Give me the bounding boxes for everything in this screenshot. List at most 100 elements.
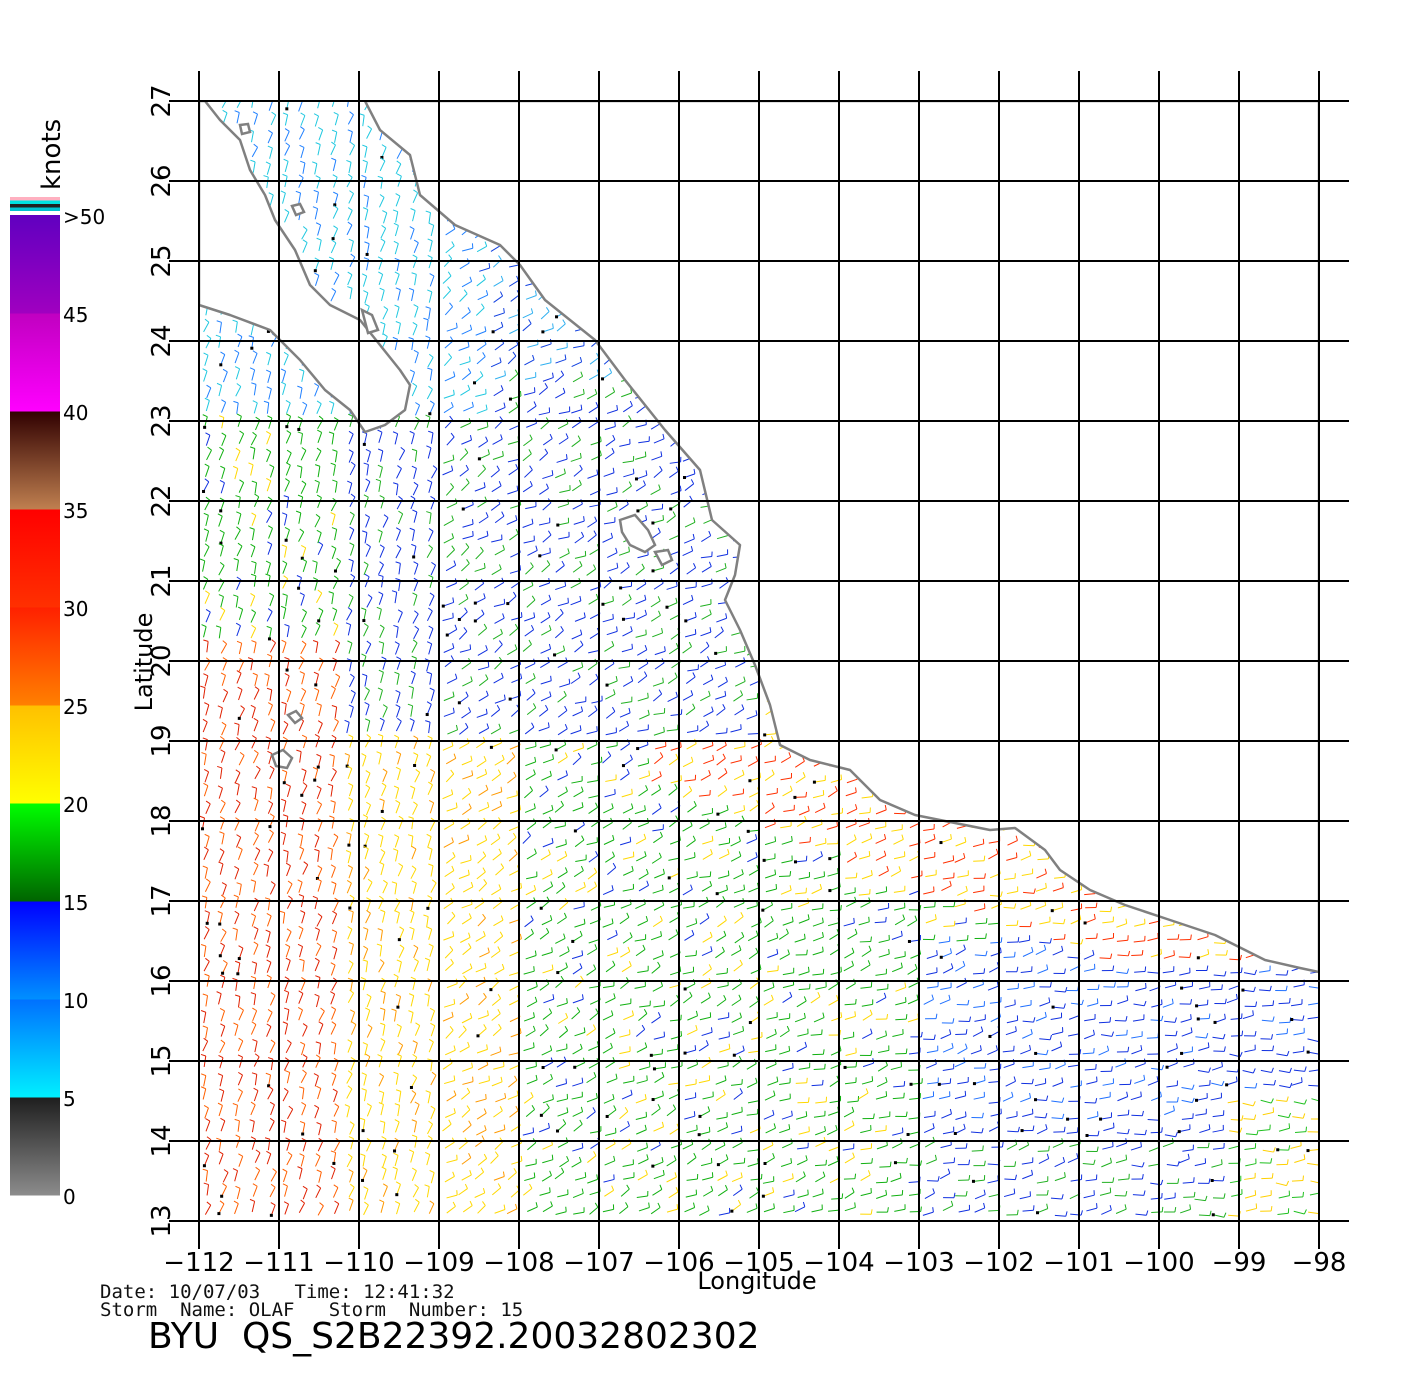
wind-barb-tick <box>453 998 456 1004</box>
wind-barb <box>652 519 664 524</box>
wind-barb-tick <box>202 865 208 869</box>
wind-barb-tick <box>935 1013 938 1019</box>
wind-barb-tick <box>964 1043 968 1049</box>
wind-barb <box>301 912 306 924</box>
wind-barb <box>716 757 726 766</box>
wind-barb <box>459 262 470 270</box>
wind-barb <box>412 324 418 336</box>
wind-barb <box>685 586 697 589</box>
wind-barb <box>254 562 257 574</box>
wind-barb <box>509 328 520 335</box>
wind-barb-tick <box>411 543 417 547</box>
wind-barb-tick <box>500 434 503 440</box>
wind-barb-tick <box>217 513 223 517</box>
wind-barb <box>556 1002 568 1007</box>
wind-barb-tick <box>347 129 353 133</box>
wind-barb-tick <box>350 573 355 578</box>
wind-barb-tick <box>428 943 434 947</box>
wind-barb-tick <box>428 863 434 867</box>
wind-barb <box>557 774 568 781</box>
wind-barb <box>394 836 400 848</box>
wind-barb-tick <box>447 286 452 291</box>
wind-barb <box>205 466 210 477</box>
wind-barb <box>794 938 806 943</box>
wind-barb-tick <box>582 388 585 395</box>
wind-barb <box>203 754 207 766</box>
wind-barb <box>203 321 210 333</box>
wind-barb <box>798 988 810 991</box>
wind-barb <box>795 892 807 895</box>
wind-barb-tick <box>269 464 275 468</box>
wind-barb <box>252 448 256 460</box>
wind-barb-tick <box>722 1089 726 1095</box>
wind-barb <box>412 882 417 894</box>
wind-barb-tick <box>423 914 429 918</box>
wind-barb <box>1181 1031 1193 1037</box>
wind-barb <box>250 324 254 336</box>
wind-barb-tick <box>409 527 415 531</box>
wind-barb-tick <box>366 909 371 914</box>
wind-barb-tick <box>255 847 261 851</box>
wind-barb-tick <box>409 909 415 913</box>
wind-barb <box>254 963 258 975</box>
wind-barb-tick <box>220 465 226 469</box>
wind-barb-tick <box>451 515 454 521</box>
wind-barb <box>442 290 451 299</box>
wind-barb <box>316 592 323 603</box>
wind-barb <box>410 228 415 240</box>
wind-barb-tick <box>806 949 808 955</box>
wind-barb <box>555 358 567 364</box>
wind-barb-tick <box>1161 1015 1164 1021</box>
wind-barb-tick <box>314 257 320 261</box>
wind-barb <box>538 582 550 588</box>
wind-barb <box>556 323 566 332</box>
wind-barb-tick <box>396 1053 402 1057</box>
rain-flag-dot <box>317 619 321 623</box>
wind-barb <box>398 961 402 973</box>
wind-barb <box>523 540 535 544</box>
colorbar-label: 25 <box>63 695 88 719</box>
wind-barb-tick <box>1177 934 1180 940</box>
wind-barb-tick <box>533 803 536 809</box>
wind-barb-tick <box>398 815 404 820</box>
wind-barb-tick <box>393 482 399 485</box>
wind-barb <box>395 274 400 285</box>
wind-barb-tick <box>254 1053 260 1058</box>
wind-barb-tick <box>853 834 857 840</box>
wind-barb <box>254 850 261 861</box>
wind-barb <box>347 852 352 864</box>
wind-barb-tick <box>675 597 678 603</box>
wind-barb <box>479 951 490 958</box>
wind-barb <box>588 1062 599 1069</box>
wind-barb <box>1035 904 1046 910</box>
wind-barb-tick <box>301 447 307 451</box>
wind-barb <box>861 1080 873 1085</box>
wind-barb <box>669 887 680 894</box>
wind-barb <box>397 1026 402 1038</box>
wind-barb <box>1162 1003 1174 1008</box>
wind-barb-tick <box>807 966 810 972</box>
wind-barb-tick <box>580 629 583 635</box>
rain-flag-dot <box>461 507 465 511</box>
wind-barb-tick <box>611 706 616 712</box>
wind-barb-tick <box>302 226 308 231</box>
wind-barb <box>428 643 433 655</box>
wind-barb-tick <box>396 1023 402 1028</box>
wind-barb <box>701 535 711 542</box>
wind-barb <box>235 450 241 462</box>
wind-barb <box>316 191 319 203</box>
wind-barb-tick <box>365 770 371 774</box>
wind-barb-tick <box>1302 1015 1305 1021</box>
wind-barb-tick <box>1080 939 1084 945</box>
wind-barb <box>380 228 387 239</box>
wind-barb-tick <box>427 735 433 739</box>
wind-barb-tick <box>1189 952 1192 958</box>
wind-barb-tick <box>365 1053 371 1058</box>
wind-barb-tick <box>331 157 337 161</box>
wind-barb-tick <box>969 1016 972 1022</box>
wind-barb-tick <box>266 430 271 435</box>
wind-barb-tick <box>804 815 807 821</box>
wind-barb <box>315 996 320 1008</box>
wind-barb-tick <box>755 852 758 858</box>
wind-barb-tick <box>233 400 239 404</box>
